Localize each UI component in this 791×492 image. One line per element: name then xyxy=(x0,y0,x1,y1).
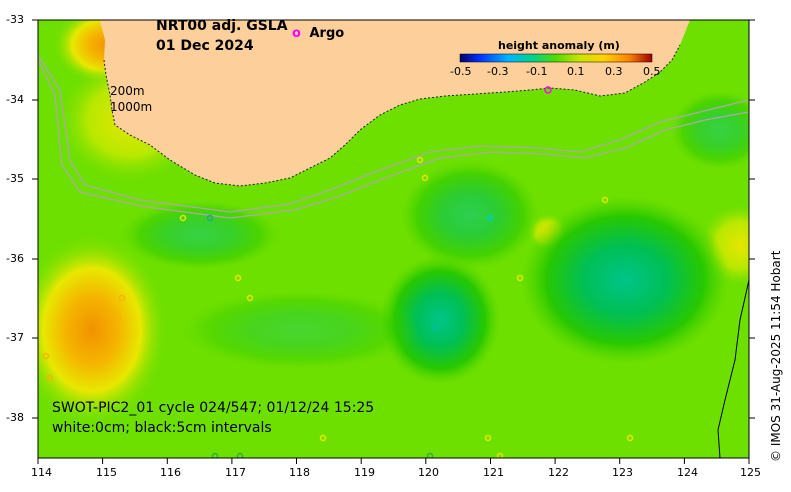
lon-label: 123 xyxy=(612,466,633,479)
argo-legend: o Argo xyxy=(292,26,344,41)
colorbar-title: height anomaly (m) xyxy=(498,39,620,52)
lon-label: 116 xyxy=(160,466,181,479)
colorbar-tick: -0.3 xyxy=(487,65,509,78)
lon-label: 118 xyxy=(289,466,310,479)
lon-label: 119 xyxy=(354,466,375,479)
colorbar-tick: 0.3 xyxy=(605,65,623,78)
lon-label: 125 xyxy=(740,466,761,479)
map-date: 01 Dec 2024 xyxy=(156,38,254,54)
depth-label-1000m: 1000m xyxy=(110,100,153,114)
depth-label-200m: 200m xyxy=(110,84,145,98)
lon-label: 122 xyxy=(548,466,569,479)
swot-pass-info: SWOT-PIC2_01 cycle 024/547; 01/12/24 15:… xyxy=(52,400,375,416)
map-title: NRT00 adj. GSLA xyxy=(156,18,288,34)
imos-credit: © IMOS 31-Aug-2025 11:54 Hobart xyxy=(769,250,783,462)
lon-label: 117 xyxy=(225,466,246,479)
colorbar xyxy=(459,53,653,63)
lon-label: 124 xyxy=(677,466,698,479)
contour-200m xyxy=(38,54,749,213)
colorbar-tick: 0.5 xyxy=(643,65,661,78)
lon-label: 121 xyxy=(483,466,504,479)
argo-legend-label: Argo xyxy=(309,26,345,41)
lon-label: 114 xyxy=(31,466,52,479)
lat-label: -33 xyxy=(6,13,24,26)
argo-legend-icon: o xyxy=(292,26,301,41)
colorbar-tick: 0.1 xyxy=(567,65,585,78)
colorbar-tick: -0.5 xyxy=(450,65,472,78)
lon-ticks xyxy=(37,458,750,464)
lat-ticks xyxy=(32,19,755,419)
lat-label: -35 xyxy=(6,172,24,185)
lat-label: -36 xyxy=(6,252,24,265)
coastline xyxy=(103,44,681,187)
lat-label: -38 xyxy=(6,411,24,424)
lon-label: 120 xyxy=(418,466,439,479)
argo-floats xyxy=(42,86,634,458)
lat-label: -34 xyxy=(6,93,24,106)
plot-frame xyxy=(37,19,750,459)
lat-label: -37 xyxy=(6,331,24,344)
contour-interval-info: white:0cm; black:5cm intervals xyxy=(52,420,272,436)
contour-1000m xyxy=(38,59,749,219)
anomaly-field xyxy=(38,20,749,425)
contour-5cm xyxy=(717,279,749,458)
colorbar-tick: -0.1 xyxy=(526,65,548,78)
lon-label: 115 xyxy=(96,466,117,479)
